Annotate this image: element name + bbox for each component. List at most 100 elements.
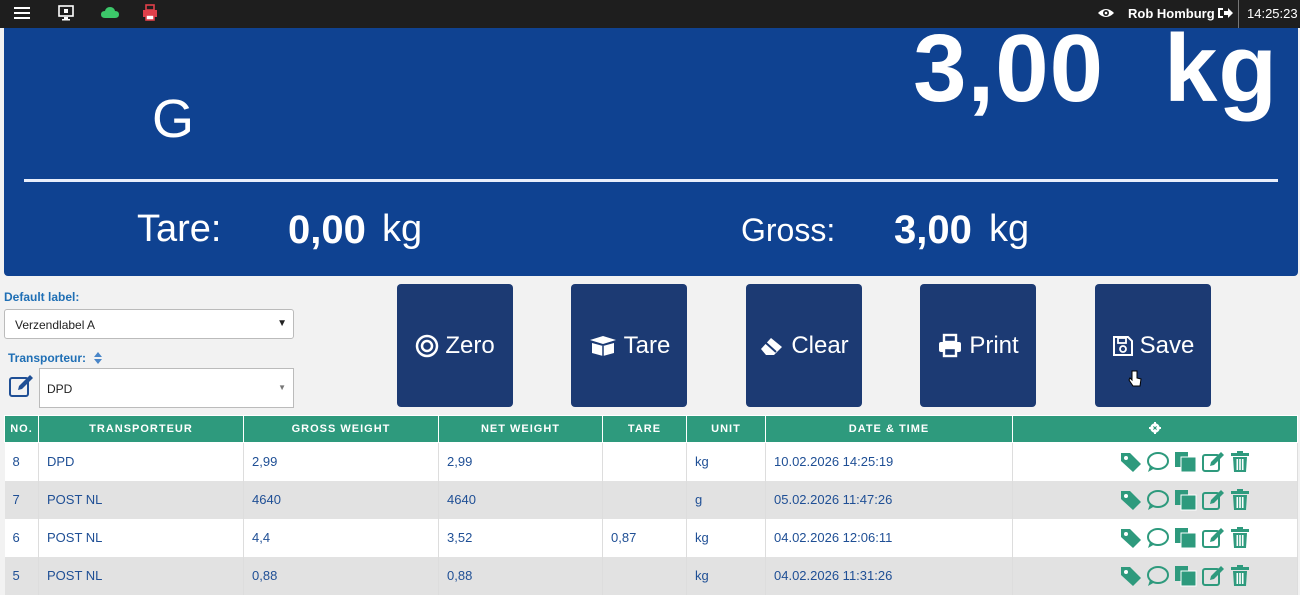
logout-icon[interactable]	[1216, 4, 1234, 27]
tag-icon[interactable]	[1118, 490, 1144, 510]
col-net-weight[interactable]: NET WEIGHT	[438, 415, 603, 443]
edit-icon[interactable]	[1200, 451, 1228, 472]
weighings-table: NO. TRANSPORTEUR GROSS WEIGHT NET WEIGHT…	[4, 415, 1298, 595]
cell-unit: kg	[686, 442, 766, 481]
save-button[interactable]: Save	[1095, 284, 1211, 407]
row-actions	[1012, 480, 1298, 519]
trash-icon[interactable]	[1228, 564, 1252, 586]
cell-transporteur: POST NL	[38, 480, 244, 519]
col-transporteur[interactable]: TRANSPORTEUR	[38, 415, 244, 443]
trash-icon[interactable]	[1228, 526, 1252, 548]
col-actions[interactable]	[1012, 415, 1298, 443]
edit-icon[interactable]	[1200, 527, 1228, 548]
table-row[interactable]: 6 POST NL 4,4 3,52 0,87 kg 04.02.2026 12:06:11	[4, 518, 1298, 557]
eraser-icon	[761, 337, 783, 355]
cell-no: 6	[4, 518, 39, 557]
edit-icon[interactable]	[1200, 565, 1228, 586]
transporteur-label: Transporteur:	[8, 351, 87, 365]
default-label-value: Verzendlabel A	[15, 318, 96, 332]
cloud-icon[interactable]	[100, 4, 120, 27]
edit-icon[interactable]	[1200, 489, 1228, 510]
cell-no: 5	[4, 556, 39, 595]
tag-icon[interactable]	[1118, 528, 1144, 548]
main-weight-value: 3,00	[913, 28, 1104, 122]
cell-net: 2,99	[438, 442, 603, 481]
table-row[interactable]: 7 POST NL 4640 4640 g 05.02.2026 11:47:26	[4, 480, 1298, 519]
eye-icon[interactable]	[1097, 4, 1115, 27]
sort-icon[interactable]	[93, 351, 103, 370]
trash-icon[interactable]	[1228, 488, 1252, 510]
col-tare[interactable]: TARE	[602, 415, 687, 443]
cell-no: 7	[4, 480, 39, 519]
main-weight-unit: kg	[1163, 28, 1278, 122]
tag-icon[interactable]	[1118, 566, 1144, 586]
clear-label: Clear	[791, 331, 849, 359]
col-no[interactable]: NO.	[4, 415, 39, 443]
tare-button[interactable]: Tare	[571, 284, 687, 407]
chevron-down-icon: ▼	[277, 318, 287, 329]
tare-label: Tare:	[137, 208, 222, 250]
edit-transporteur-icon[interactable]	[8, 372, 36, 405]
comment-icon[interactable]	[1144, 451, 1172, 472]
gear-icon	[1149, 421, 1161, 434]
table-row[interactable]: 8 DPD 2,99 2,99 kg 10.02.2026 14:25:19	[4, 442, 1298, 481]
cell-transporteur: POST NL	[38, 518, 244, 557]
copy-icon[interactable]	[1172, 451, 1200, 473]
comment-icon[interactable]	[1144, 489, 1172, 510]
transporteur-select[interactable]: DPD ▼	[39, 368, 294, 408]
row-actions	[1012, 442, 1298, 481]
menu-icon[interactable]	[13, 4, 31, 27]
row-actions	[1012, 518, 1298, 557]
tare-unit: kg	[382, 208, 423, 250]
monitor-icon[interactable]	[57, 4, 75, 27]
trash-icon[interactable]	[1228, 450, 1252, 472]
cell-net: 0,88	[438, 556, 603, 595]
comment-icon[interactable]	[1144, 527, 1172, 548]
col-unit[interactable]: UNIT	[686, 415, 766, 443]
main-weight: 3,00 kg	[913, 28, 1278, 124]
cell-no: 8	[4, 442, 39, 481]
save-label: Save	[1139, 331, 1195, 359]
weighing-mode: G	[152, 89, 195, 149]
clear-button[interactable]: Clear	[746, 284, 862, 407]
cell-unit: kg	[686, 518, 766, 557]
caret-down-icon: ▼	[278, 383, 286, 392]
comment-icon[interactable]	[1144, 565, 1172, 586]
cell-tare	[602, 480, 687, 519]
cell-datetime: 10.02.2026 14:25:19	[765, 442, 1013, 481]
col-gross-weight[interactable]: GROSS WEIGHT	[243, 415, 439, 443]
cell-tare: 0,87	[602, 518, 687, 557]
zero-button[interactable]: Zero	[397, 284, 513, 407]
table-header-row: NO. TRANSPORTEUR GROSS WEIGHT NET WEIGHT…	[4, 415, 1298, 443]
user-name: Rob Homburg	[1128, 6, 1215, 21]
cell-gross: 4,4	[243, 518, 439, 557]
copy-icon[interactable]	[1172, 527, 1200, 548]
col-date-time[interactable]: DATE & TIME	[765, 415, 1013, 443]
weight-display: G 3,00 kg Tare: 0,00 kg Gross: 3,00 kg	[4, 28, 1298, 276]
tare-button-label: Tare	[623, 331, 671, 359]
cell-unit: kg	[686, 556, 766, 595]
top-bar: Rob Homburg 14:25:23	[0, 0, 1300, 28]
row-actions	[1012, 556, 1298, 595]
table-row[interactable]: 5 POST NL 0,88 0,88 kg 04.02.2026 11:31:26	[4, 556, 1298, 595]
default-label-select[interactable]: Verzendlabel A ▼	[4, 309, 294, 339]
cell-datetime: 04.02.2026 12:06:11	[765, 518, 1013, 557]
printer-icon[interactable]	[141, 4, 159, 27]
tag-icon[interactable]	[1118, 452, 1144, 472]
cell-gross: 2,99	[243, 442, 439, 481]
zero-label: Zero	[445, 331, 495, 359]
cell-datetime: 04.02.2026 11:31:26	[765, 556, 1013, 595]
gross-unit: kg	[989, 208, 1030, 250]
cell-transporteur: POST NL	[38, 556, 244, 595]
cell-net: 3,52	[438, 518, 603, 557]
floppy-disk-icon	[1112, 335, 1133, 356]
transporteur-value: DPD	[47, 382, 73, 396]
print-button[interactable]: Print	[920, 284, 1036, 407]
copy-icon[interactable]	[1172, 565, 1200, 586]
printer-icon	[939, 333, 962, 357]
cell-gross: 0,88	[243, 556, 439, 595]
cell-net: 4640	[438, 480, 603, 519]
copy-icon[interactable]	[1172, 489, 1200, 510]
print-label: Print	[969, 331, 1019, 359]
default-label-label: Default label:	[4, 290, 80, 304]
